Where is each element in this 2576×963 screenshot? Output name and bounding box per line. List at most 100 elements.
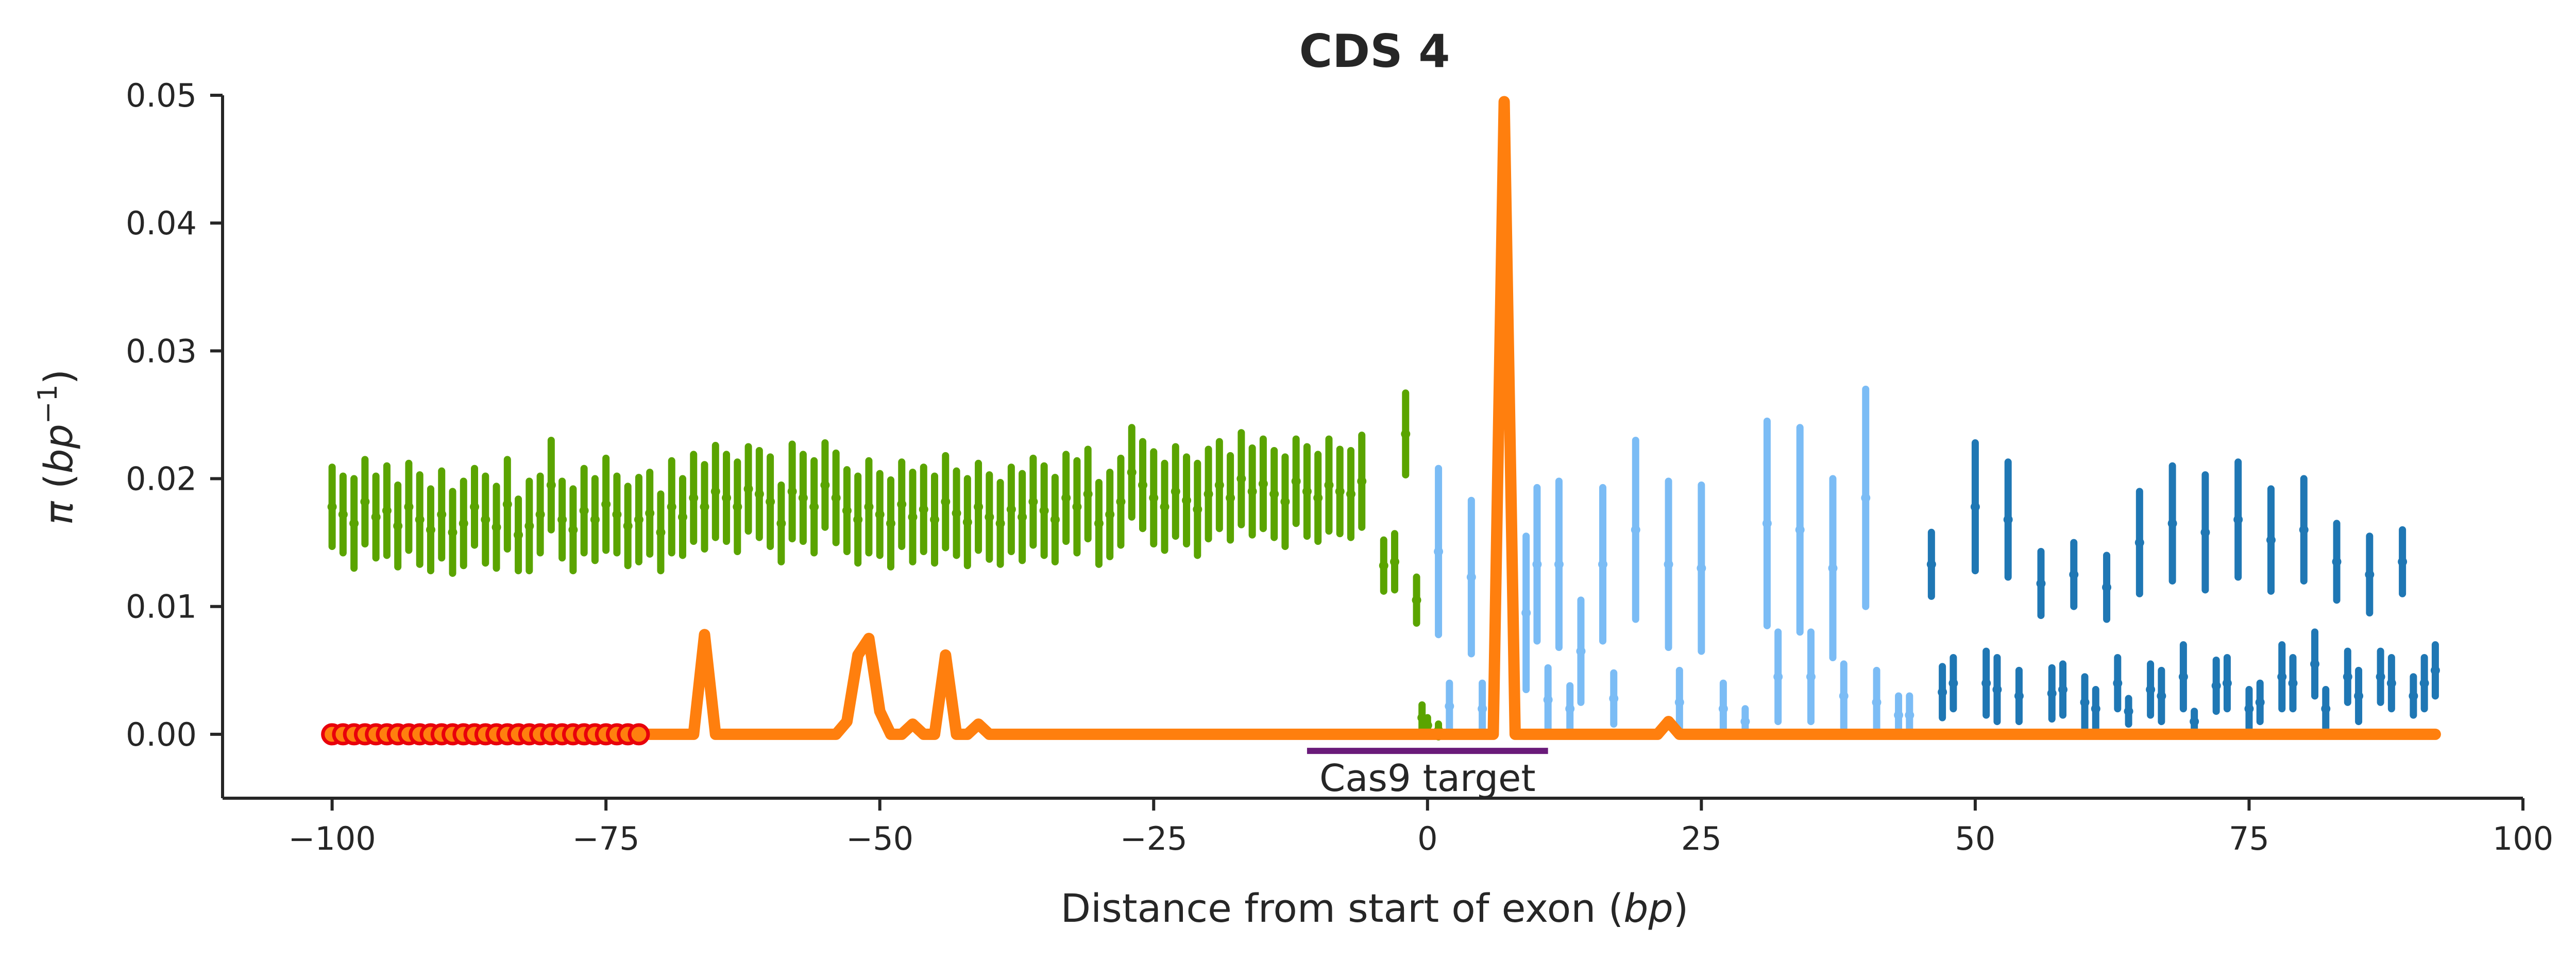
- annotations: Cas9 target: [1307, 748, 1548, 800]
- errorbar-point: [349, 519, 359, 528]
- errorbar-point: [2332, 557, 2342, 566]
- errorbar-point: [426, 525, 435, 535]
- errorbar-point: [2124, 707, 2133, 716]
- x-tick-label: −25: [1120, 820, 1188, 857]
- errorbar-point: [1280, 497, 1290, 507]
- x-axis-ticks: −100 −75 −50 −25 0 25 50 75 100: [288, 798, 2553, 857]
- x-tick-label: 75: [2229, 820, 2269, 857]
- x-tick-label: −50: [846, 820, 913, 857]
- y-tick-label: 0.05: [126, 77, 197, 114]
- errorbar-point: [2222, 678, 2232, 688]
- errorbar-point: [2157, 691, 2166, 701]
- errorbar-point: [995, 519, 1005, 528]
- axes: −100 −75 −50 −25 0 25 50 75 100 0.00 0.01 0.02 0.03…: [126, 77, 2553, 857]
- errorbar-point: [1938, 687, 1947, 697]
- errorbar-point: [1992, 685, 2002, 695]
- errorbar-point: [2376, 672, 2385, 682]
- errorbar-point: [2386, 678, 2396, 688]
- errorbar-point: [2233, 514, 2243, 524]
- errorbar-point: [1247, 487, 1257, 496]
- errorbar-point: [2255, 697, 2265, 707]
- errorbar-point: [1828, 563, 1838, 573]
- errorbar-point: [2080, 697, 2090, 707]
- errorbar-point: [1466, 572, 1476, 582]
- errorbar-point: [1302, 487, 1312, 496]
- y-tick-label: 0.01: [126, 588, 197, 626]
- errorbar-point: [448, 527, 457, 537]
- errorbar-point: [1193, 505, 1202, 514]
- errorbar-point: [1598, 559, 1607, 569]
- errorbar-point: [1083, 489, 1093, 499]
- errorbar-point: [2091, 704, 2100, 714]
- errorbar-point: [1050, 514, 1060, 524]
- errorbar-point: [1226, 493, 1235, 503]
- x-axis-label: Distance from start of exon (bp): [1061, 885, 1689, 931]
- errorbar-point: [1543, 695, 1553, 704]
- errorbar-point: [798, 493, 808, 503]
- errorbar-point: [1806, 672, 1816, 682]
- errorbar-point: [1379, 561, 1388, 571]
- errorbar-point: [1182, 495, 1192, 505]
- errorbar-point: [2134, 538, 2144, 547]
- errorbar-point: [710, 487, 720, 496]
- errorbar-point: [1313, 493, 1323, 503]
- errorbar-point: [1171, 487, 1180, 496]
- errorbar-point: [1905, 710, 1914, 720]
- errorbar-point: [1324, 480, 1334, 490]
- errorbar-point: [1631, 525, 1640, 535]
- errorbar-point: [1149, 493, 1159, 503]
- errorbar-point: [1970, 502, 1980, 512]
- errorbar-series: [1926, 439, 2440, 735]
- errorbar-point: [2430, 665, 2440, 675]
- errorbar-point: [360, 497, 370, 507]
- errorbar-point: [557, 514, 567, 524]
- errorbar-point: [2419, 678, 2429, 688]
- errorbar-point: [1609, 694, 1619, 703]
- errorbar-point: [1160, 502, 1170, 512]
- errorbar-point: [667, 502, 676, 512]
- y-tick-label: 0.00: [126, 716, 197, 753]
- errorbar-point: [2047, 689, 2057, 698]
- errorbar-point: [2398, 557, 2408, 566]
- errorbar-point: [1762, 519, 1772, 528]
- chart-title: CDS 4: [1299, 25, 1450, 78]
- errorbar-point: [1094, 519, 1104, 528]
- x-tick-label: 0: [1417, 820, 1437, 857]
- errorbar-point: [897, 500, 907, 509]
- errorbar-series: [1434, 385, 1914, 738]
- y-tick-label: 0.04: [126, 204, 197, 242]
- errorbar-point: [1072, 502, 1082, 512]
- errorbar-point: [623, 521, 633, 531]
- errorbar-point: [842, 506, 852, 515]
- errorbar-point: [2190, 717, 2199, 727]
- errorbar-point: [1521, 608, 1531, 618]
- errorbar-point: [952, 508, 961, 518]
- errorbar-point: [1445, 701, 1454, 711]
- errorbar-point: [2113, 678, 2123, 688]
- errorbar-point: [1214, 480, 1224, 490]
- errorbar-point: [535, 510, 545, 520]
- errorbar-point: [1204, 489, 1213, 499]
- errorbar-point: [1061, 493, 1071, 503]
- errorbar-point: [1839, 691, 1849, 701]
- errorbar-point: [1981, 678, 1991, 688]
- errorbar-point: [1740, 717, 1750, 727]
- errorbar-point: [1401, 429, 1411, 439]
- errorbar-point: [2310, 659, 2320, 669]
- errorbar-point: [1138, 480, 1147, 490]
- errorbar-point: [766, 497, 775, 507]
- zero-marker: [628, 723, 650, 746]
- errorbar-point: [393, 521, 403, 531]
- errorbar-point: [2277, 672, 2287, 682]
- errorbar-point: [612, 510, 622, 520]
- errorbar-point: [2178, 672, 2188, 682]
- errorbar-point: [1357, 476, 1367, 486]
- errorbar-point: [437, 510, 447, 520]
- errorbar-point: [722, 493, 732, 503]
- y-tick-label: 0.02: [126, 460, 197, 498]
- errorbar-point: [2102, 582, 2112, 592]
- errorbar-point: [2354, 691, 2364, 701]
- errorbar-point: [2036, 579, 2046, 589]
- errorbar-point: [1948, 678, 1958, 688]
- errorbar-point: [1258, 479, 1268, 489]
